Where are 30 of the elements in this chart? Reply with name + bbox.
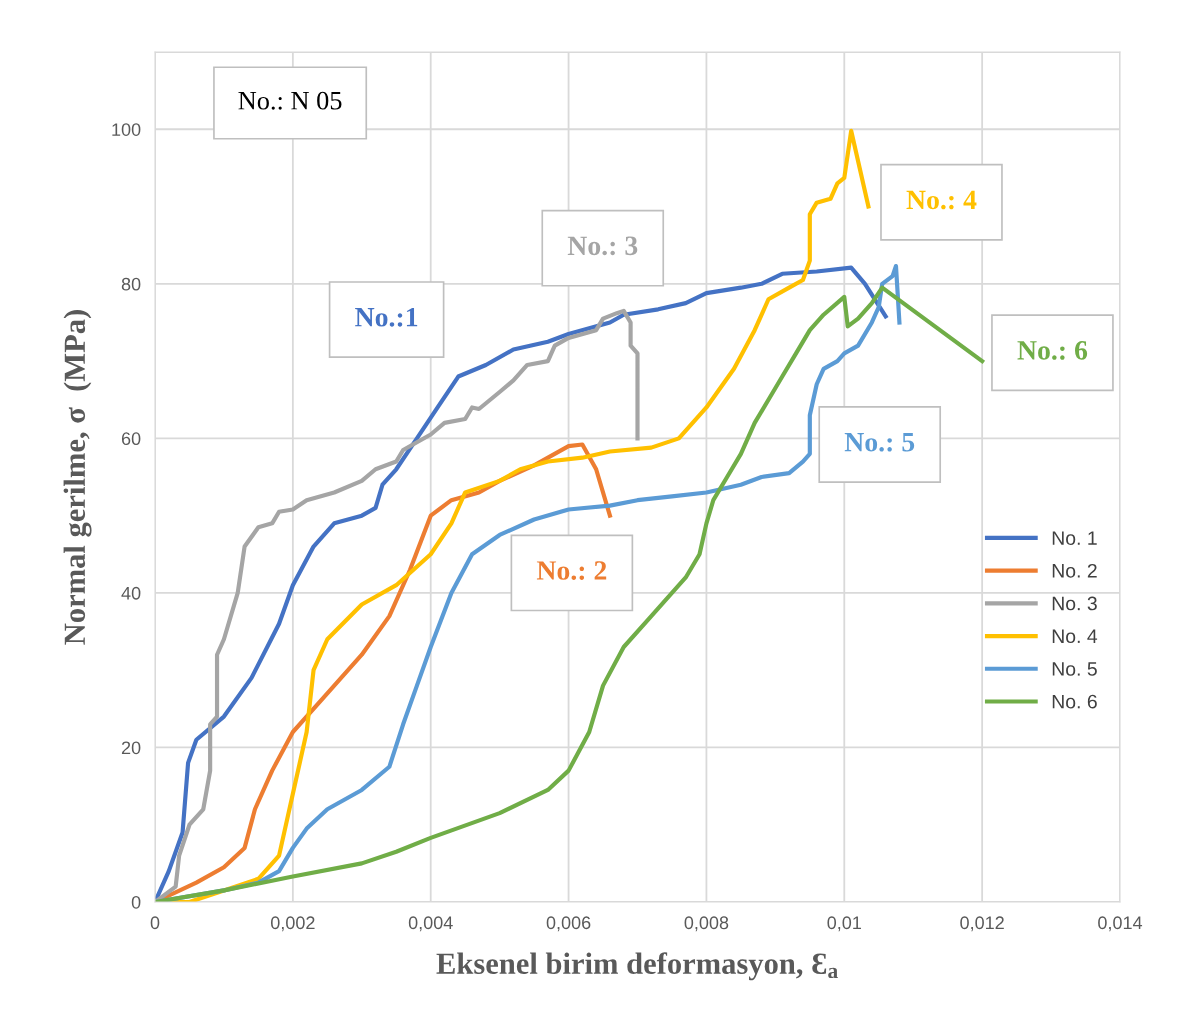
annotation: No.: 6 [1017, 341, 1088, 360]
y-tick-label: 60 [121, 432, 141, 446]
legend-label: No. 1 [1052, 531, 1097, 545]
annotation: No.: 4 [906, 190, 977, 210]
annotation: No.: 2 [536, 561, 607, 580]
annotation: No.: 5 [844, 433, 915, 452]
y-axis-title: Normal gerilme, σ (MPa) [63, 310, 92, 645]
x-tick-label: 0,01 [827, 916, 861, 932]
x-tick-label: 0,014 [1098, 916, 1143, 932]
annotation: No.: 3 [567, 236, 638, 256]
y-tick-label: 100 [112, 123, 141, 136]
x-tick-label: 0,012 [960, 916, 1004, 932]
y-tick-label: 0 [131, 895, 141, 909]
legend-label: No. 6 [1052, 694, 1097, 709]
x-tick-label: 0,006 [546, 916, 591, 932]
x-tick-label: 0,008 [684, 916, 729, 932]
y-tick-label: 20 [121, 741, 141, 755]
x-axis-title: Eksenel birim deformasyon, Ɛ$_{a}$ [436, 952, 838, 981]
legend-label: No. 3 [1052, 596, 1097, 611]
annotation: No.: N 05 [238, 91, 342, 110]
x-tick-label: 0,004 [408, 916, 453, 932]
legend-label: No. 4 [1052, 629, 1098, 644]
legend-label: No. 2 [1052, 563, 1097, 578]
y-tick-label: 40 [121, 586, 141, 600]
legend-label: No. 5 [1052, 662, 1097, 676]
line-series [155, 308, 640, 902]
y-tick-label: 80 [121, 277, 141, 291]
annotation: No.:1 [355, 307, 418, 327]
x-tick-label: 0 [150, 916, 160, 930]
x-tick-label: 0,002 [270, 916, 315, 932]
